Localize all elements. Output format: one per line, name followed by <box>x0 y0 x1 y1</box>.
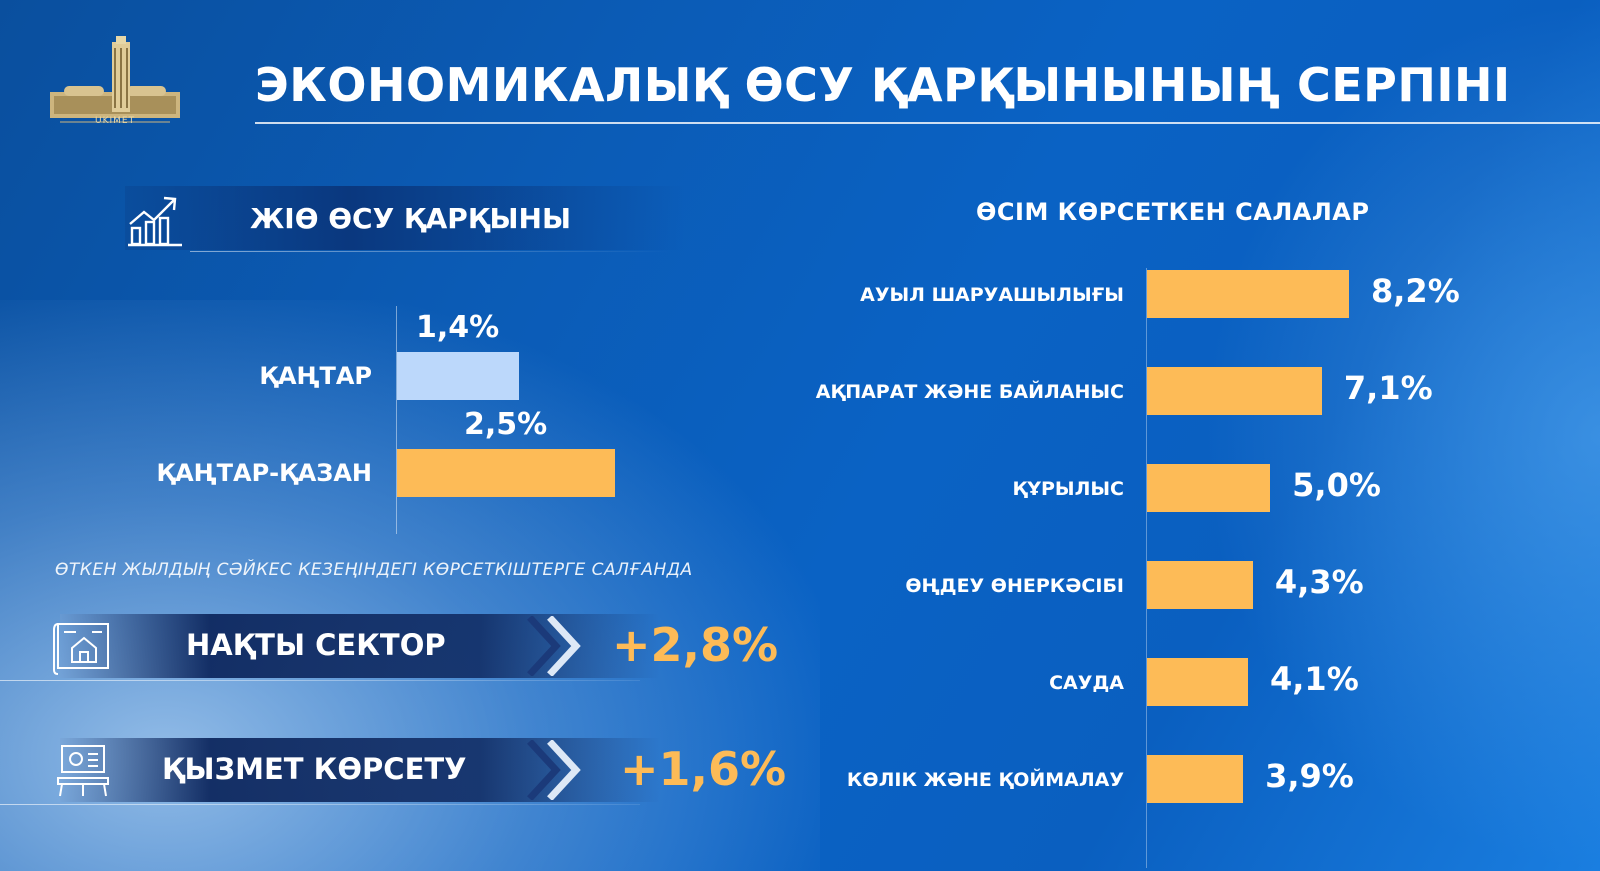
real-sector-value: +2,8% <box>612 618 779 672</box>
presentation-board-icon <box>57 745 109 797</box>
title-underline <box>255 122 1600 124</box>
industry-bar <box>1147 270 1349 318</box>
services-label: ҚЫЗМЕТ КӨРСЕТУ <box>162 752 467 786</box>
gdp-category-label: ҚАҢТАР <box>259 362 372 390</box>
growth-chart-icon <box>128 196 182 247</box>
chevron-right-icon <box>527 740 581 800</box>
industry-bar <box>1147 561 1253 609</box>
gdp-value-label: 2,5% <box>464 407 548 442</box>
gdp-banner-underline <box>190 251 670 252</box>
page-title: ЭКОНОМИКАЛЫҚ ӨСУ ҚАРҚЫНЫНЫҢ СЕРПІНІ <box>255 58 1511 112</box>
blueprint-house-icon <box>53 623 109 675</box>
services-value: +1,6% <box>620 742 787 796</box>
government-building-logo <box>50 36 180 123</box>
services-underline <box>0 804 640 805</box>
gdp-banner <box>125 186 685 250</box>
comparison-note: ӨТКЕН ЖЫЛДЫҢ СӘЙКЕС КЕЗЕҢІНДЕГІ КӨРСЕТКІ… <box>55 560 693 580</box>
gdp-category-label: ҚАҢТАР-ҚАЗАН <box>156 459 373 487</box>
gdp-chart-axis <box>396 306 397 534</box>
real-sector-underline <box>0 680 640 681</box>
industry-category-label: АУЫЛ ШАРУАШЫЛЫҒЫ <box>860 284 1124 306</box>
industry-value-label: 4,1% <box>1270 660 1359 698</box>
industry-value-label: 8,2% <box>1371 272 1460 310</box>
industry-bar <box>1147 755 1244 803</box>
industry-value-label: 3,9% <box>1265 757 1354 795</box>
industry-bar <box>1147 367 1322 415</box>
background-glow-right <box>1200 0 1600 871</box>
gdp-bar <box>397 352 520 400</box>
growth-industries-title: ӨСІМ КӨРСЕТКЕН САЛАЛАР <box>976 198 1370 226</box>
real-sector-row: НАҚТЫ СЕКТОР +2,8% <box>0 614 778 682</box>
chevron-right-icon <box>527 616 581 676</box>
industry-value-label: 4,3% <box>1274 563 1364 601</box>
logo-caption: UKIMET <box>95 116 136 126</box>
industry-category-label: ҚҰРЫЛЫС <box>1012 478 1124 500</box>
industries-chart-axis <box>1146 268 1147 868</box>
industry-category-label: КӨЛІК ЖӘНЕ ҚОЙМАЛАУ <box>846 769 1124 791</box>
industry-category-label: ӨҢДЕУ ӨНЕРКӘСІБІ <box>905 575 1124 597</box>
gdp-bar <box>397 449 615 497</box>
industry-bar <box>1147 658 1248 706</box>
industry-value-label: 5,0% <box>1292 466 1381 504</box>
gdp-growth-label: ЖІӨ ӨСУ ҚАРҚЫНЫ <box>250 202 571 235</box>
real-sector-label: НАҚТЫ СЕКТОР <box>186 628 446 662</box>
industry-bar <box>1147 464 1271 512</box>
industry-value-label: 7,1% <box>1343 369 1433 407</box>
gdp-value-label: 1,4% <box>416 310 500 345</box>
industry-category-label: АҚПАРАТ ЖӘНЕ БАЙЛАНЫС <box>815 381 1124 403</box>
services-row: ҚЫЗМЕТ КӨРСЕТУ +1,6% <box>0 738 786 806</box>
industry-category-label: САУДА <box>1049 672 1124 694</box>
